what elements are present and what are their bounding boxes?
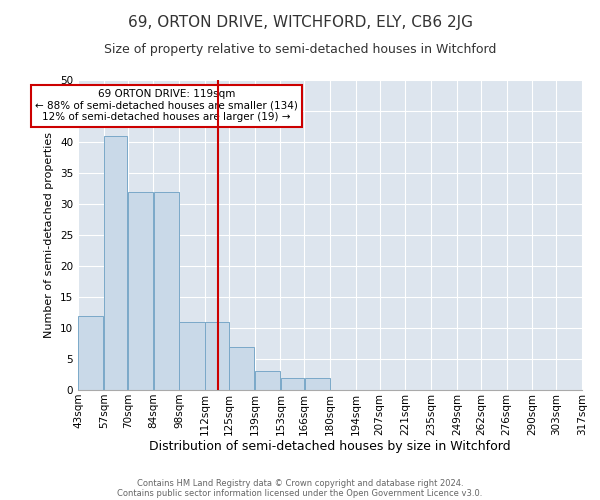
Bar	[154, 192, 179, 390]
X-axis label: Distribution of semi-detached houses by size in Witchford: Distribution of semi-detached houses by …	[149, 440, 511, 454]
Bar	[281, 378, 304, 390]
Y-axis label: Number of semi-detached properties: Number of semi-detached properties	[44, 132, 55, 338]
Text: Size of property relative to semi-detached houses in Witchford: Size of property relative to semi-detach…	[104, 42, 496, 56]
Bar	[255, 372, 280, 390]
Text: 69, ORTON DRIVE, WITCHFORD, ELY, CB6 2JG: 69, ORTON DRIVE, WITCHFORD, ELY, CB6 2JG	[128, 15, 473, 30]
Bar	[104, 136, 127, 390]
Text: Contains public sector information licensed under the Open Government Licence v3: Contains public sector information licen…	[118, 488, 482, 498]
Bar	[205, 322, 229, 390]
Text: 69 ORTON DRIVE: 119sqm
← 88% of semi-detached houses are smaller (134)
12% of se: 69 ORTON DRIVE: 119sqm ← 88% of semi-det…	[35, 90, 298, 122]
Bar	[179, 322, 205, 390]
Text: Contains HM Land Registry data © Crown copyright and database right 2024.: Contains HM Land Registry data © Crown c…	[137, 478, 463, 488]
Bar	[78, 316, 103, 390]
Bar	[305, 378, 330, 390]
Bar	[229, 346, 254, 390]
Bar	[128, 192, 153, 390]
